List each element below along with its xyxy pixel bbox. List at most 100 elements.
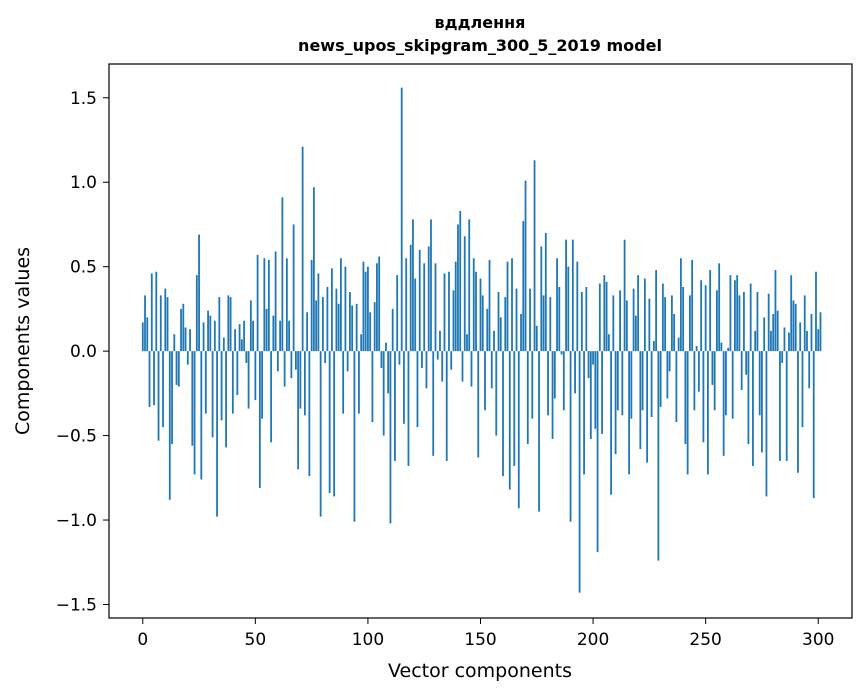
bar [294,351,297,370]
bar [421,351,423,369]
bar [475,271,477,352]
bar [702,351,705,443]
bar [700,280,703,352]
bar [661,283,664,352]
bar [261,351,263,419]
bar [351,305,354,352]
bar [779,351,781,461]
bar [358,351,360,414]
bar [337,303,340,352]
bar [655,270,658,352]
bar [425,351,428,389]
bar [639,351,642,450]
bar [443,273,446,352]
bar [159,295,162,352]
bar [788,332,790,352]
bar [274,251,277,352]
bar [612,295,615,352]
bar [396,275,399,352]
bar [583,351,585,475]
bar [166,297,169,352]
bar [587,351,590,379]
bar [763,317,766,352]
bar [704,285,707,352]
bar [207,310,209,352]
bar [254,351,257,401]
bar [173,334,176,352]
bar [335,288,338,352]
bar [457,224,459,352]
bar [529,288,531,352]
bar [229,297,232,352]
bar [436,351,439,360]
bar [616,351,619,411]
x-tick-label: 250 [689,630,721,650]
bar [747,351,750,445]
bar [403,351,405,424]
bar [736,275,739,352]
bar [418,249,421,352]
bar [693,351,696,411]
bar [256,254,259,352]
bar [276,351,279,372]
bar [204,351,207,414]
bar [200,351,203,480]
bar [637,275,640,352]
y-tick-label: 1.5 [70,89,97,109]
bar [470,351,473,387]
bar [707,351,709,475]
bar [783,327,786,352]
y-tick-label: 1.0 [70,173,97,193]
y-tick-label: 0.0 [70,342,97,362]
bar [195,275,198,352]
bar [263,258,266,352]
bar [191,351,194,446]
bar [718,263,721,352]
bar [761,351,763,453]
y-tick-label: 0.5 [70,258,97,278]
bar [405,258,408,352]
bar [180,308,182,352]
bar [695,346,698,352]
bar [598,283,601,352]
bar [448,271,450,352]
bar [499,317,502,352]
bar [247,351,250,409]
bar [299,351,302,409]
x-tick-label: 100 [352,630,384,650]
bar [238,324,241,352]
bar [801,351,804,428]
bar [321,297,324,352]
bar [713,351,716,411]
bar [432,351,435,456]
bar [808,351,811,389]
bar [589,351,592,439]
bar [270,351,273,443]
bar [216,351,218,517]
bar [754,330,757,352]
bar [234,329,236,352]
bar [414,278,417,352]
bar [452,290,455,352]
bar [391,308,394,352]
bar [562,351,565,411]
bar [592,351,594,365]
bar [367,266,369,352]
bar [292,224,295,352]
bar [756,292,759,352]
bar [688,295,691,352]
bar [621,351,624,416]
bar [648,298,651,352]
bar [675,351,678,423]
x-tick-label: 0 [137,630,148,650]
bar [691,259,694,352]
bar [511,258,513,352]
bar [526,351,529,445]
bar [144,295,146,352]
bar [317,273,320,352]
bar [734,280,736,352]
bar [540,246,543,352]
bar [781,351,784,363]
bar [364,271,367,352]
bar [412,219,414,352]
